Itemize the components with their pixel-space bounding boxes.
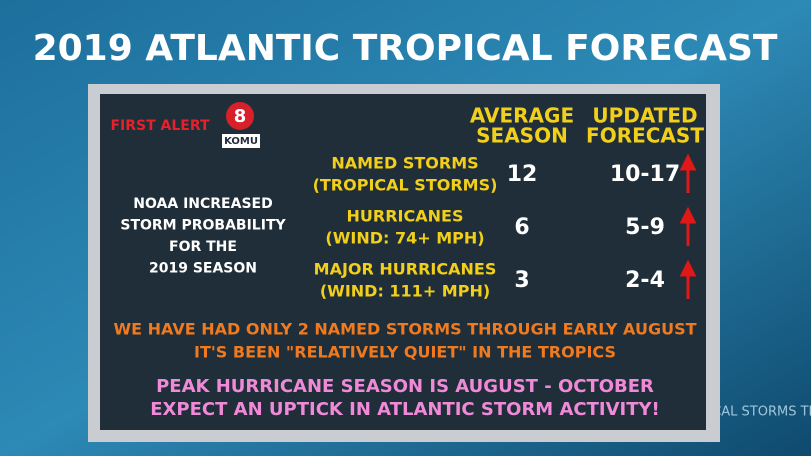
header: UPDATED — [592, 104, 697, 128]
panel — [100, 94, 706, 430]
header: AVERAGE — [470, 104, 574, 128]
row-label: MAJOR HURRICANES — [314, 260, 497, 279]
row-label: HURRICANES — [347, 207, 464, 226]
side-note: NOAA INCREASED STORM PROBABILITY FOR THE 20… — [120, 196, 286, 277]
side-note-line: STORM PROBABILITY — [120, 218, 286, 234]
row-label: NAMED STORMS — [331, 154, 478, 173]
average-value: 3 — [514, 268, 529, 293]
average-value: 6 — [514, 215, 529, 240]
logo-badge — [226, 102, 254, 130]
up-arrow — [679, 153, 697, 193]
logo-channel: 8 — [234, 106, 247, 127]
row-label: (TROPICAL STORMS) — [313, 176, 498, 195]
up-arrow — [679, 206, 697, 246]
logo-brand: FIRST ALERT — [110, 118, 210, 134]
logo-bar — [222, 134, 260, 148]
updated-value: 2-4 — [625, 268, 665, 293]
side-note-line: 2019 SEASON — [149, 261, 257, 277]
updated-value: 5-9 — [625, 215, 665, 240]
title: 2019 ATLANTIC TROPICAL FORECAST — [33, 28, 778, 69]
note: IT'S BEEN "RELATIVELY QUIET" IN THE TROP… — [194, 343, 616, 362]
table-rows: NAMED STORMS (TROPICAL STORMS) 12 10-17 HURR… — [313, 153, 697, 301]
row-label: (WIND: 111+ MPH) — [320, 282, 490, 301]
side-note-line: NOAA INCREASED — [133, 196, 272, 212]
logo: FIRST ALERT 8 KOMU — [110, 102, 260, 148]
average-value: 12 — [507, 162, 538, 187]
note: WE HAVE HAD ONLY 2 NAMED STORMS THROUGH … — [114, 320, 697, 339]
updated-value: 10-17 — [610, 162, 680, 187]
side-note-line: FOR THE — [169, 239, 237, 255]
up-arrow — [679, 259, 697, 299]
highlight: EXPECT AN UPTICK IN ATLANTIC STORM ACTIV… — [150, 399, 660, 420]
header: FORECAST — [586, 124, 704, 148]
header: SEASON — [476, 124, 568, 148]
row-label: (WIND: 74+ MPH) — [325, 229, 484, 248]
logo-station: KOMU — [224, 136, 258, 147]
background-text: CAL STORMS TRO — [712, 405, 811, 420]
highlight: PEAK HURRICANE SEASON IS AUGUST - OCTOBE… — [156, 376, 654, 397]
